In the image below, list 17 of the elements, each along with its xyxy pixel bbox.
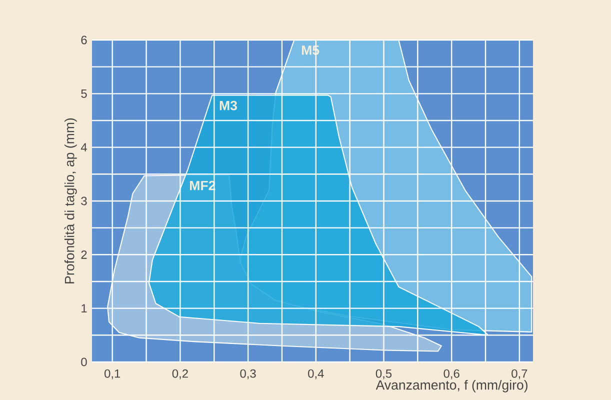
x-tick-label: 0,5 — [376, 369, 392, 380]
y-axis-title: Profondità di taglio, ap (mm) — [64, 118, 77, 284]
x-tick-label: 0,6 — [444, 369, 460, 380]
series-label: M3 — [220, 100, 237, 110]
x-tick-label: 0,7 — [512, 369, 528, 380]
y-tick-label: 3 — [81, 196, 87, 206]
y-tick-label: 1 — [82, 304, 87, 312]
y-tick-label: 4 — [80, 143, 87, 152]
y-tick-label: 2 — [81, 250, 87, 259]
y-tick-label: 6 — [81, 36, 87, 44]
x-axis-title: Avanzamento, f (mm/giro) — [376, 380, 528, 392]
y-tick-label: 5 — [81, 89, 87, 98]
x-tick-label: 0,3 — [240, 369, 256, 380]
x-tick-label: 0,1 — [104, 369, 120, 380]
y-tick-label: 0 — [81, 358, 87, 366]
x-tick-label: 0,2 — [172, 369, 188, 380]
x-tick-label: 0,4 — [308, 369, 324, 380]
